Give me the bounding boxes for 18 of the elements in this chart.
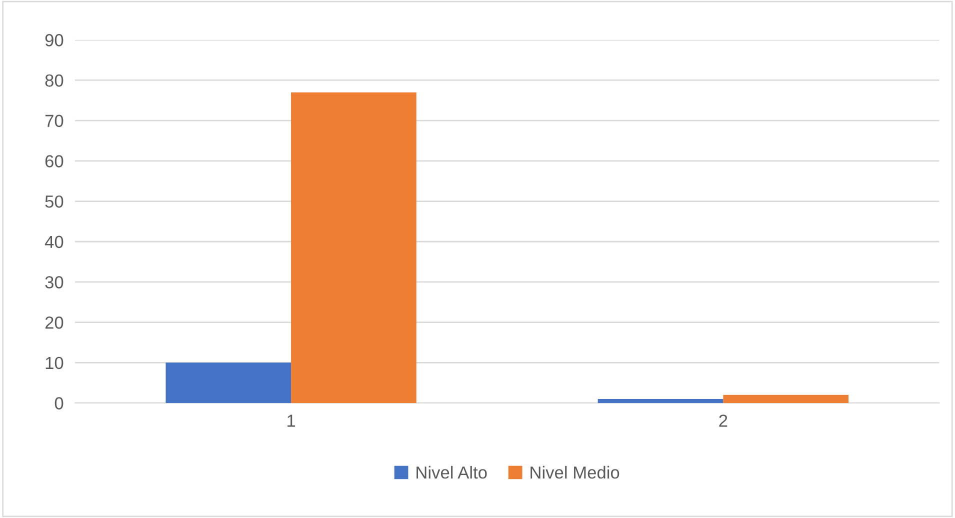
- y-tick-label: 80: [45, 74, 64, 87]
- legend-label: Nivel Alto: [416, 466, 487, 479]
- y-tick-label: 30: [45, 276, 64, 288]
- bar: [723, 394, 848, 404]
- y-tick-label: 10: [46, 356, 64, 370]
- x-tick-label: 1: [288, 414, 296, 427]
- y-tick-label: 70: [45, 114, 64, 128]
- y-tick-label: 40: [44, 236, 64, 248]
- bar: [166, 362, 292, 404]
- x-tick-label: 2: [719, 414, 728, 427]
- bar: [598, 398, 724, 404]
- y-tick-label: 90: [45, 34, 64, 46]
- y-tick-label: 50: [45, 195, 64, 208]
- legend-label: Nivel Medio: [530, 466, 620, 479]
- y-tick-label: 0: [54, 397, 64, 410]
- bar: [291, 92, 416, 404]
- y-tick-label: 20: [45, 316, 64, 329]
- y-tick-label: 60: [45, 155, 64, 168]
